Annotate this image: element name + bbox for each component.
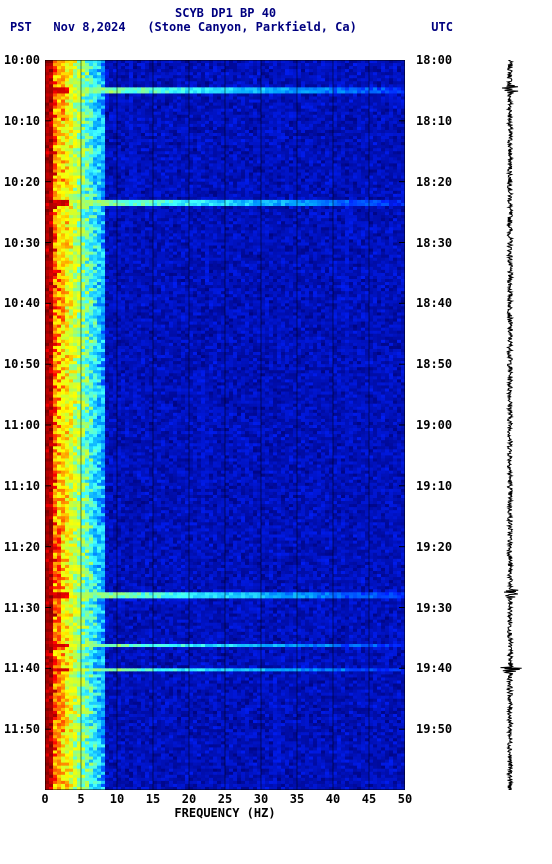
y-left-tick: 11:40 xyxy=(0,661,40,675)
y-right-tick: 19:30 xyxy=(416,601,452,615)
y-right-tick: 18:00 xyxy=(416,53,452,67)
y-left-tick: 10:00 xyxy=(0,53,40,67)
y-right-tick: 19:10 xyxy=(416,479,452,493)
title-line-1: SCYB DP1 BP 40 xyxy=(0,6,552,20)
y-left-tick: 10:40 xyxy=(0,296,40,310)
x-tick: 25 xyxy=(218,792,232,806)
y-axis-right-labels: 18:0018:1018:2018:3018:4018:5019:0019:10… xyxy=(410,60,452,790)
y-left-tick: 10:10 xyxy=(0,114,40,128)
x-tick: 5 xyxy=(77,792,84,806)
y-right-tick: 19:50 xyxy=(416,722,452,736)
left-timezone: PST xyxy=(10,20,32,34)
station-label: (Stone Canyon, Parkfield, Ca) xyxy=(147,20,357,34)
x-tick: 50 xyxy=(398,792,412,806)
y-right-tick: 19:20 xyxy=(416,540,452,554)
y-right-tick: 19:40 xyxy=(416,661,452,675)
y-axis-left-labels: 10:0010:1010:2010:3010:4010:5011:0011:10… xyxy=(0,60,42,790)
x-tick: 10 xyxy=(110,792,124,806)
y-right-tick: 18:40 xyxy=(416,296,452,310)
chart-header: SCYB DP1 BP 40 PST Nov 8,2024 (Stone Can… xyxy=(0,6,552,34)
seismogram-strip xyxy=(495,60,525,790)
y-left-tick: 11:20 xyxy=(0,540,40,554)
y-left-tick: 10:30 xyxy=(0,236,40,250)
x-tick: 30 xyxy=(254,792,268,806)
y-left-tick: 11:30 xyxy=(0,601,40,615)
y-right-tick: 18:10 xyxy=(416,114,452,128)
x-tick: 20 xyxy=(182,792,196,806)
y-left-tick: 10:20 xyxy=(0,175,40,189)
x-tick: 40 xyxy=(326,792,340,806)
x-tick: 0 xyxy=(41,792,48,806)
y-left-tick: 11:50 xyxy=(0,722,40,736)
x-tick: 45 xyxy=(362,792,376,806)
y-right-tick: 19:00 xyxy=(416,418,452,432)
x-tick: 35 xyxy=(290,792,304,806)
y-right-tick: 18:20 xyxy=(416,175,452,189)
date-label: Nov 8,2024 xyxy=(53,20,125,34)
spectrogram-svg xyxy=(45,60,405,790)
y-right-tick: 18:50 xyxy=(416,357,452,371)
y-left-tick: 11:00 xyxy=(0,418,40,432)
right-timezone: UTC xyxy=(431,20,453,34)
seismogram-svg xyxy=(495,60,525,790)
y-right-tick: 18:30 xyxy=(416,236,452,250)
y-left-tick: 10:50 xyxy=(0,357,40,371)
y-left-tick: 11:10 xyxy=(0,479,40,493)
x-axis-title: FREQUENCY (HZ) xyxy=(45,806,405,820)
spectrogram-plot xyxy=(45,60,405,790)
title-line-2: PST Nov 8,2024 (Stone Canyon, Parkfield,… xyxy=(0,20,552,34)
x-tick: 15 xyxy=(146,792,160,806)
